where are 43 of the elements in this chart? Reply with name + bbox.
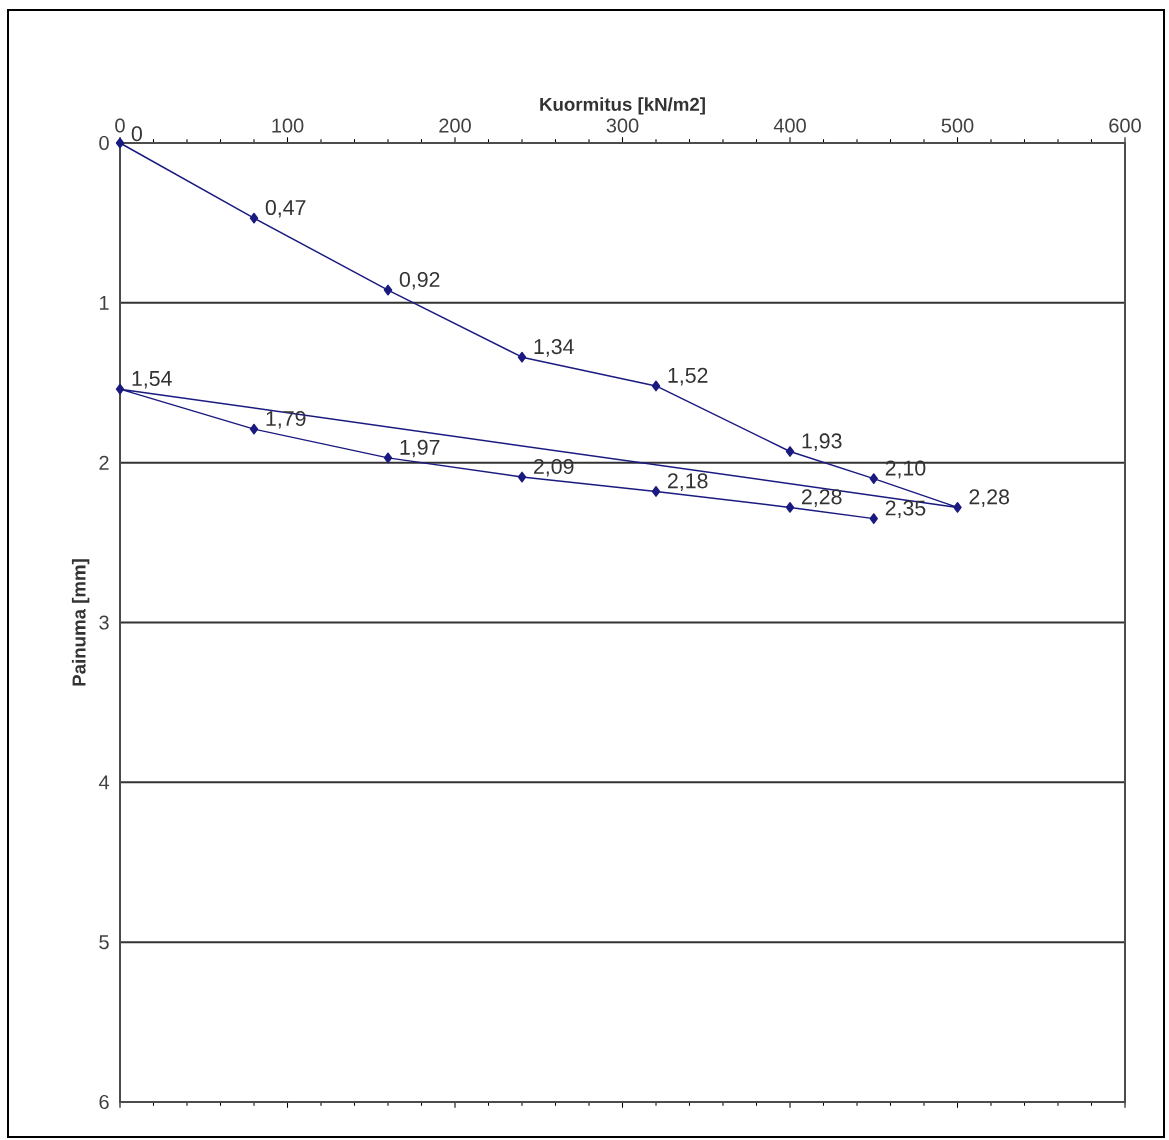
data-label: 1,79 xyxy=(266,410,306,429)
x-tick-label: 300 xyxy=(606,118,639,133)
point xyxy=(785,446,795,457)
point xyxy=(249,423,259,435)
point xyxy=(869,513,878,525)
point xyxy=(115,383,125,395)
x-tick-label: 100 xyxy=(272,118,304,133)
point xyxy=(249,212,259,224)
x-tick-label: 500 xyxy=(941,118,974,133)
x-tick-label: 200 xyxy=(439,118,471,133)
data-label: 1,93 xyxy=(802,433,842,451)
point xyxy=(383,284,393,296)
y-tick-label: 6 xyxy=(99,1094,109,1110)
data-label: 1,97 xyxy=(400,439,440,458)
data-label: 2,28 xyxy=(802,489,842,507)
data-label: 0,92 xyxy=(399,271,440,290)
point xyxy=(785,502,795,513)
y-tick-label: 3 xyxy=(99,615,109,630)
point xyxy=(869,473,878,485)
data-label: 2,18 xyxy=(668,473,708,491)
y-tick-label: 0 xyxy=(99,135,109,151)
data-label: 1,52 xyxy=(668,367,708,386)
data-label: 0,47 xyxy=(265,199,306,218)
y-tick-label: 2 xyxy=(99,455,109,470)
y-tick-label: 4 xyxy=(98,775,110,790)
point xyxy=(517,471,527,483)
point xyxy=(115,137,125,149)
point xyxy=(953,502,962,513)
data-label: 2,28 xyxy=(969,489,1010,507)
y-tick-label: 5 xyxy=(99,935,109,950)
point xyxy=(517,351,527,363)
x-tick-label: 400 xyxy=(773,118,806,133)
point xyxy=(383,452,393,464)
x-tick-label: 600 xyxy=(1109,118,1141,133)
data-label: 2,35 xyxy=(885,500,926,519)
data-label: 1,54 xyxy=(132,371,172,389)
x-axis-title: Kuormitus [kN/m2] xyxy=(540,97,705,115)
y-axis-title: Painuma [mm] xyxy=(71,559,90,686)
data-label: 1,34 xyxy=(534,339,574,357)
y-tick-label: 1 xyxy=(100,295,109,310)
point xyxy=(651,380,661,392)
point xyxy=(651,486,661,497)
x-tick-label: 0 xyxy=(115,118,125,133)
